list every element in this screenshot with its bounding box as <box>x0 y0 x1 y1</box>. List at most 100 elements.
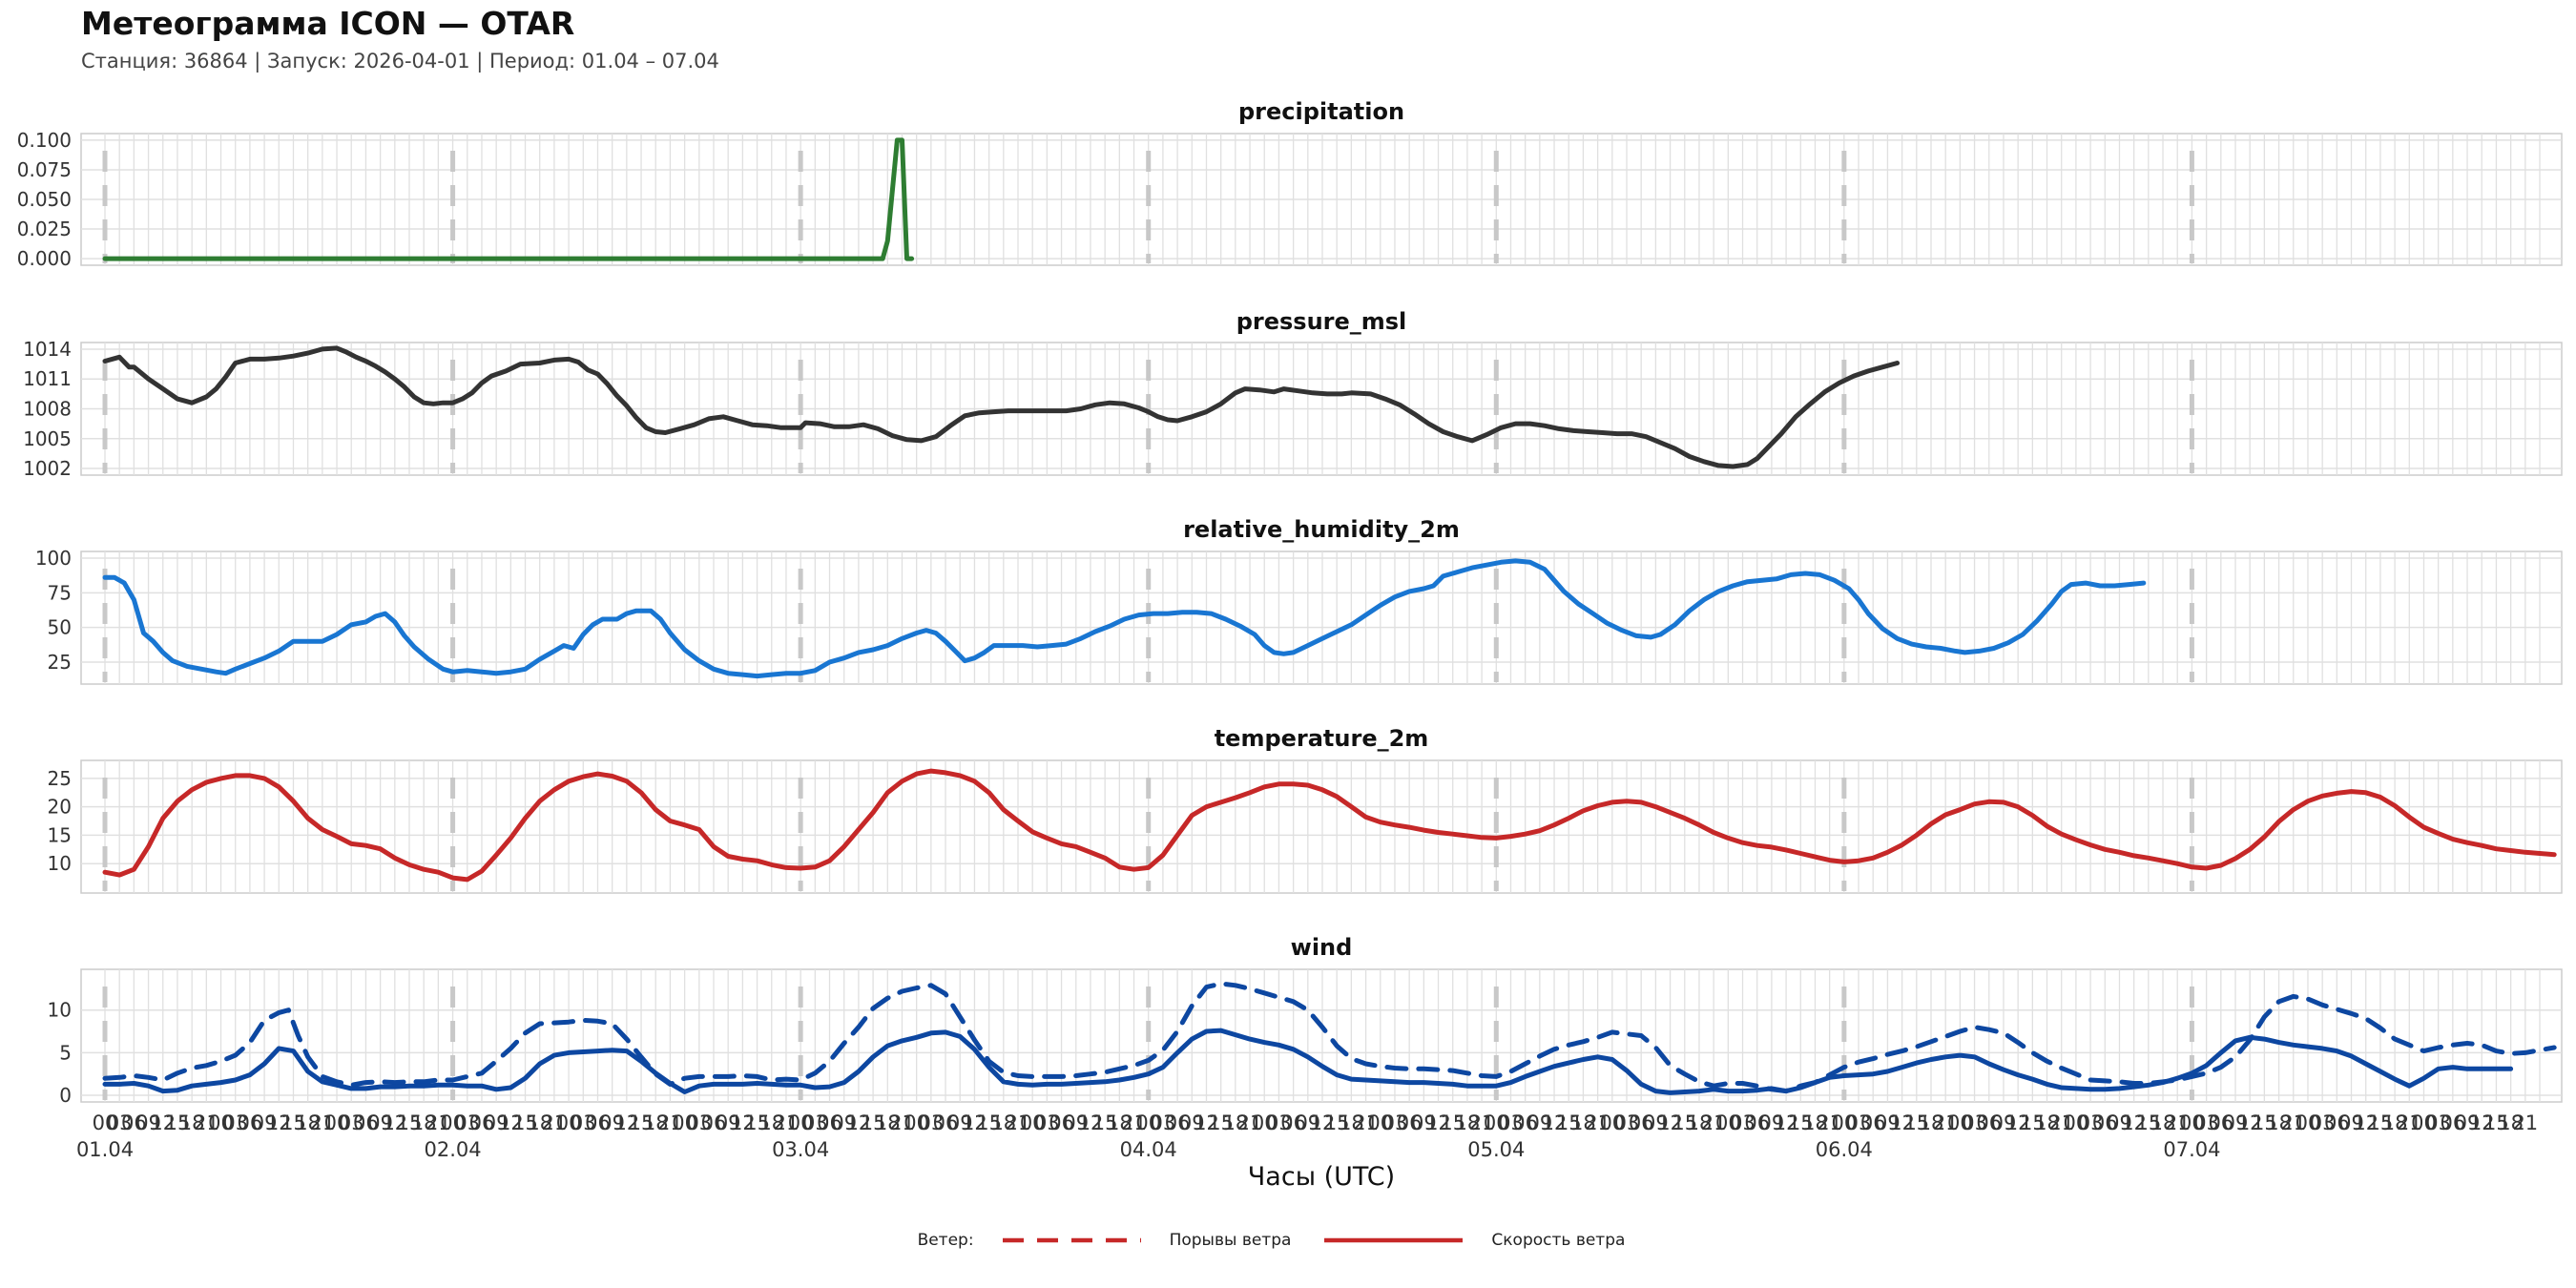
x-hour-label: 15 <box>744 1111 770 1134</box>
x-hour-label: 12 <box>2469 1111 2495 1134</box>
x-hour-label: 12 <box>613 1111 639 1134</box>
x-hour-label: 00 <box>1367 1111 1393 1134</box>
x-hour-label: 15 <box>1788 1111 1814 1134</box>
x-hour-label: 12 <box>2353 1111 2379 1134</box>
x-hour-label: 09 <box>716 1111 741 1134</box>
x-hour-label: 18 <box>2034 1111 2060 1134</box>
x-hour-label: 15 <box>1556 1111 1582 1134</box>
legend-title: Ветер: <box>917 1231 974 1250</box>
x-hour-label: 21 <box>1817 1111 1842 1134</box>
x-hour-label: 00 <box>1020 1111 1046 1134</box>
x-hour-label: 21 <box>1353 1111 1379 1134</box>
x-hour-label: 18 <box>527 1111 552 1134</box>
legend-solid-swatch <box>1324 1237 1464 1243</box>
panel-title: wind <box>1291 934 1353 961</box>
x-hour-label: 00 <box>1715 1111 1741 1134</box>
y-tick-label: 1005 <box>23 427 72 450</box>
y-tick-label: 1014 <box>23 338 72 361</box>
x-hour-label: 09 <box>1759 1111 1785 1134</box>
x-hour-label: 00 <box>672 1111 697 1134</box>
x-hour-label: 09 <box>252 1111 278 1134</box>
x-hour-label: 09 <box>1411 1111 1437 1134</box>
x-hour-label: 12 <box>1657 1111 1683 1134</box>
x-hour-label: 18 <box>179 1111 205 1134</box>
x-hour-label: 21 <box>194 1111 219 1134</box>
x-hour-label: 21 <box>2048 1111 2074 1134</box>
x-hour-label: 00 <box>2179 1111 2205 1134</box>
x-hour-label: 09 <box>2338 1111 2364 1134</box>
x-hour-label: 03 <box>2078 1111 2104 1134</box>
x-hour-label: 21 <box>1585 1111 1610 1134</box>
x-day-label: 03.04 <box>772 1138 829 1161</box>
x-hour-label: 00 <box>2064 1111 2089 1134</box>
x-hour-label: 09 <box>1527 1111 1552 1134</box>
page-subtitle: Станция: 36864 | Запуск: 2026-04-01 | Пе… <box>81 50 719 73</box>
x-day-label: 05.04 <box>1467 1138 1525 1161</box>
x-hour-label: 21 <box>1469 1111 1495 1134</box>
x-hour-label: 09 <box>1063 1111 1089 1134</box>
x-hour-label: 03 <box>1151 1111 1176 1134</box>
x-hour-label: 09 <box>1875 1111 1901 1134</box>
y-tick-label: 20 <box>48 796 72 819</box>
x-hour-label: 09 <box>484 1111 509 1134</box>
panel-title: pressure_msl <box>1236 308 1407 335</box>
x-hour-label: 12 <box>1078 1111 1104 1134</box>
relative_humidity_2m-series-line <box>102 558 2147 679</box>
legend-speed-label: Скорость ветра <box>1491 1231 1626 1250</box>
x-hour-label: 12 <box>150 1111 176 1134</box>
x-hour-label: 21 <box>2280 1111 2306 1134</box>
x-hour-label: 12 <box>498 1111 524 1134</box>
x-hour-label: 18 <box>1570 1111 1596 1134</box>
x-hour-label: 06 <box>1629 1111 1654 1134</box>
x-hour-label: 12 <box>2005 1111 2031 1134</box>
x-hour-label: 09 <box>1643 1111 1669 1134</box>
y-tick-label: 1008 <box>23 398 72 421</box>
x-hour-label: 21 <box>1701 1111 1727 1134</box>
panel-title: relative_humidity_2m <box>1183 516 1460 543</box>
temperature_2m-series-line <box>102 768 2557 883</box>
x-hour-label: 06 <box>701 1111 727 1134</box>
meteogram-chart: 0.000 0.025 0.050 0.075 0.100 precipitation 10… <box>17 98 2563 1192</box>
x-hour-label: 18 <box>1687 1111 1713 1134</box>
x-hour-label: 15 <box>280 1111 306 1134</box>
y-tick-label: 0.075 <box>17 158 72 181</box>
x-hour-label: 15 <box>861 1111 886 1134</box>
x-hour-label: 00 <box>556 1111 582 1134</box>
x-hour-label: 03 <box>2425 1111 2451 1134</box>
x-hour-label: 12 <box>1310 1111 1336 1134</box>
y-tick-label: 0.100 <box>17 129 72 152</box>
x-hour-label: 03 <box>802 1111 828 1134</box>
x-hour-label: 12 <box>2237 1111 2263 1134</box>
x-hour-label: 09 <box>1179 1111 1205 1134</box>
legend-dash-swatch <box>1002 1237 1141 1243</box>
pressure_msl-series-line <box>102 345 1901 469</box>
y-tick-label: 0 <box>59 1084 72 1107</box>
x-hour-label: 21 <box>1237 1111 1263 1134</box>
x-hour-label: 03 <box>1498 1111 1524 1134</box>
x-hour-label: 15 <box>629 1111 654 1134</box>
x-hour-label: 18 <box>1339 1111 1364 1134</box>
x-hour-label: 06 <box>353 1111 379 1134</box>
x-hour-label: 18 <box>758 1111 784 1134</box>
x-hour-label: 09 <box>1295 1111 1320 1134</box>
y-tick-label: 5 <box>59 1041 72 1064</box>
x-hour-label: 06 <box>2440 1111 2465 1134</box>
x-hour-label: 21 <box>2512 1111 2538 1134</box>
x-hour-label: 00 <box>208 1111 234 1134</box>
x-hour-label: 12 <box>382 1111 407 1134</box>
y-tick-label: 50 <box>48 616 72 639</box>
x-hour-label: 09 <box>599 1111 625 1134</box>
x-hour-label: 21 <box>1006 1111 1031 1134</box>
x-hour-label: 18 <box>1455 1111 1481 1134</box>
x-hour-label: 15 <box>1440 1111 1465 1134</box>
x-hour-label: 03 <box>1266 1111 1292 1134</box>
x-day-label: 02.04 <box>425 1138 482 1161</box>
y-tick-label: 25 <box>48 651 72 674</box>
x-hour-label: 12 <box>266 1111 292 1134</box>
x-hour-label: 15 <box>1092 1111 1118 1134</box>
x-hour-label: 00 <box>1599 1111 1625 1134</box>
y-tick-label: 0.050 <box>17 188 72 211</box>
y-tick-label: 15 <box>48 823 72 846</box>
y-tick-label: 25 <box>48 767 72 790</box>
x-hour-label: 18 <box>1107 1111 1132 1134</box>
